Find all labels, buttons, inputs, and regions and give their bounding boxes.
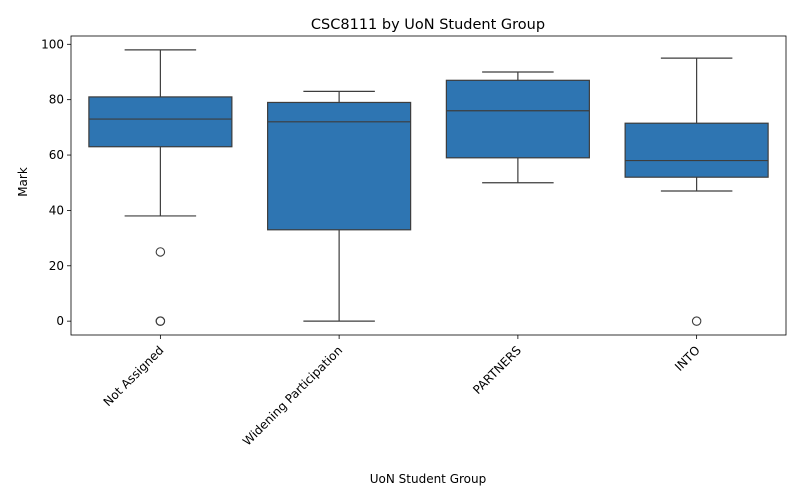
x-tick-label: INTO [672,343,703,374]
plot-area: 0 20 40 60 80 100 Not Assigned Widening Partici… [41,35,787,448]
y-tick-label: 0 [56,314,64,328]
x-tick-label: Widening Participation [240,343,345,448]
x-tick-label: Not Assigned [101,343,167,409]
y-tick-label: 100 [41,37,64,51]
y-tick-label: 40 [49,203,64,217]
plot-frame [70,35,787,336]
outlier-point [691,316,702,326]
x-axis-label: UoN Student Group [370,472,487,486]
y-tick-label: 80 [49,93,64,107]
box-iqr [445,79,590,159]
y-tick-label: 60 [49,148,64,162]
box-iqr [88,96,233,148]
y-axis-label: Mark [16,167,30,197]
box-iqr [624,122,769,178]
outlier-point [155,316,166,326]
y-tick-label: 20 [49,259,64,273]
box-iqr [267,101,412,231]
outlier-point [155,247,166,257]
x-tick-label: PARTNERS [470,343,524,397]
chart-title: CSC8111 by UoN Student Group [311,17,545,33]
